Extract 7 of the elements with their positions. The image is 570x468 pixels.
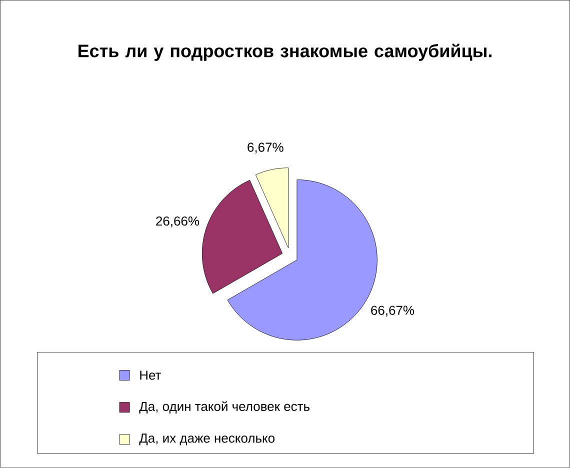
chart-title: Есть ли у подростков знакомые самоубийцы. [78, 44, 492, 62]
legend-label: Да, их даже несколько [139, 434, 275, 446]
data-label: 26,66% [156, 216, 200, 228]
data-label: 66,67% [371, 306, 414, 317]
legend-label: Нет [140, 370, 162, 380]
data-label: 6,67% [248, 142, 284, 154]
legend-label: Да, один такой человек есть [139, 401, 310, 414]
